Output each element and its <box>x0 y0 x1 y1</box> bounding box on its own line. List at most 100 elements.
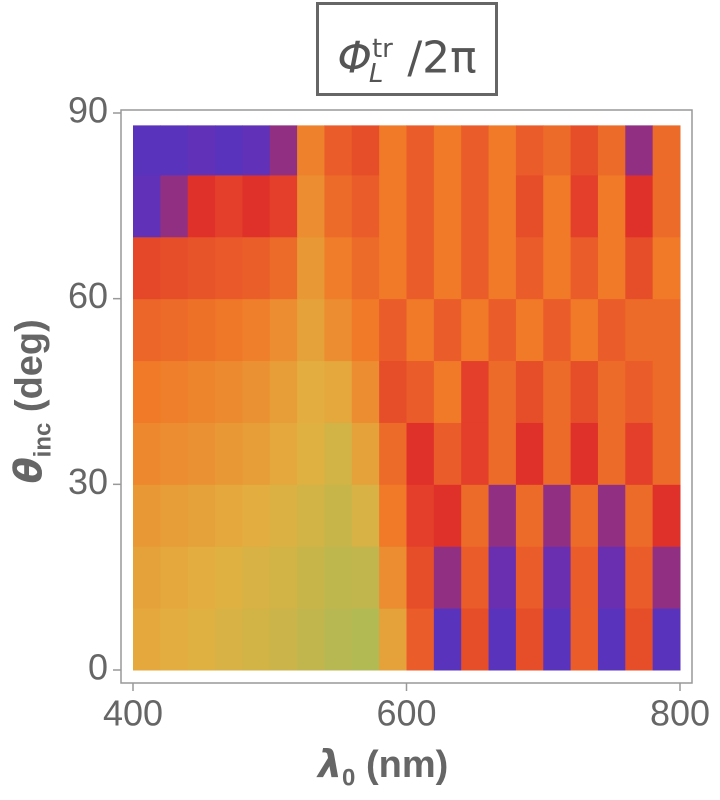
heatmap-cell <box>543 422 572 485</box>
heatmap-cell <box>269 422 298 485</box>
heatmap-cell <box>461 125 490 176</box>
heatmap-cell <box>324 360 353 423</box>
heatmap-cell <box>187 174 216 238</box>
x-label-sub: 0 <box>342 764 356 792</box>
heatmap-cell <box>242 236 271 300</box>
heatmap-cell <box>187 236 216 300</box>
heatmap-cell <box>242 174 271 238</box>
heatmap-cell <box>515 125 544 176</box>
heatmap-cell <box>133 546 161 609</box>
heatmap-cell <box>488 608 517 671</box>
heatmap-cell <box>351 360 380 423</box>
heatmap-cell <box>488 484 517 547</box>
y-label-sub: inc <box>29 422 57 458</box>
heatmap-cell <box>324 236 353 300</box>
title-rest: /2π <box>407 32 477 84</box>
heatmap-cell <box>461 608 490 671</box>
heatmap-cell <box>269 236 298 300</box>
heatmap-cell <box>433 360 462 423</box>
heatmap-cell <box>297 125 325 176</box>
heatmap-cell <box>488 422 517 485</box>
heatmap-cell <box>597 608 626 671</box>
heatmap-cell <box>433 546 462 609</box>
heatmap-cell <box>597 360 626 423</box>
heatmap-cell <box>625 236 654 300</box>
heatmap-cell <box>488 360 517 423</box>
heatmap-cell <box>433 422 462 485</box>
heatmap-cell <box>351 608 380 671</box>
heatmap-cell <box>406 174 435 238</box>
heatmap-cell <box>543 360 572 423</box>
heatmap-cell <box>242 546 271 609</box>
heatmap-cell <box>133 174 161 238</box>
heatmap-cell <box>379 298 407 362</box>
heatmap-cell <box>488 125 517 176</box>
heatmap-cell <box>133 236 161 300</box>
title-symbol: Φ <box>337 32 372 84</box>
heatmap-cell <box>570 360 599 423</box>
heatmap-cell <box>187 546 216 609</box>
heatmap-cell <box>433 298 462 362</box>
heatmap-cell <box>433 484 462 547</box>
heatmap-cell <box>242 360 271 423</box>
heatmap-cell <box>187 360 216 423</box>
heatmap-cell <box>297 422 325 485</box>
heatmap-cell <box>351 174 380 238</box>
heatmap-cell <box>570 236 599 300</box>
heatmap-cell <box>625 546 654 609</box>
y-tick-label: 90 <box>68 90 108 131</box>
heatmap-cell <box>379 174 407 238</box>
x-tick-label: 800 <box>650 693 710 734</box>
heatmap-cell <box>379 484 407 547</box>
heatmap-cell <box>269 298 298 362</box>
heatmap-cell <box>160 125 189 176</box>
heatmap-cell <box>379 608 407 671</box>
heatmap-cell <box>160 174 189 238</box>
heatmap-cell <box>187 125 216 176</box>
heatmap-cell <box>215 484 243 547</box>
heatmap-cell <box>625 174 654 238</box>
heatmap-cell <box>406 298 435 362</box>
heatmap-cell <box>324 484 353 547</box>
heatmap-cell <box>597 125 626 176</box>
heatmap-cell <box>133 360 161 423</box>
heatmap-cell <box>461 236 490 300</box>
x-tick-label: 400 <box>103 693 163 734</box>
heatmap-cell <box>652 608 681 671</box>
heatmap-cell <box>242 298 271 362</box>
heatmap-cell <box>269 360 298 423</box>
heatmap-cell <box>406 360 435 423</box>
heatmap-cell <box>433 125 462 176</box>
heatmap-cell <box>570 422 599 485</box>
heatmap-cell <box>133 298 161 362</box>
heatmap-cell <box>406 608 435 671</box>
heatmap-cell <box>187 298 216 362</box>
heatmap-cell <box>515 174 544 238</box>
heatmap-cell <box>515 546 544 609</box>
heatmap-cell <box>160 422 189 485</box>
heatmap-cell <box>160 360 189 423</box>
heatmap-cell <box>215 298 243 362</box>
y-tick-label: 60 <box>68 275 108 316</box>
heatmap-cell <box>379 360 407 423</box>
heatmap-cell <box>625 484 654 547</box>
heatmap-cell <box>652 174 681 238</box>
heatmap-cell <box>543 236 572 300</box>
x-tick-label: 600 <box>376 693 436 734</box>
heatmap-cell <box>515 608 544 671</box>
heatmap-cell <box>406 484 435 547</box>
y-label-symbol: θ <box>6 457 51 484</box>
heatmap-cell <box>406 125 435 176</box>
heatmap-cell <box>543 546 572 609</box>
heatmap-cell <box>133 125 161 176</box>
heatmap-cell <box>324 546 353 609</box>
heatmap-cell <box>597 174 626 238</box>
heatmap-cell <box>597 236 626 300</box>
heatmap-cell <box>351 298 380 362</box>
heatmap-cell <box>570 484 599 547</box>
heatmap-cell <box>324 174 353 238</box>
heatmap-cell <box>597 484 626 547</box>
y-axis-label: θinc (deg) <box>7 301 58 501</box>
heatmap-cell <box>297 174 325 238</box>
